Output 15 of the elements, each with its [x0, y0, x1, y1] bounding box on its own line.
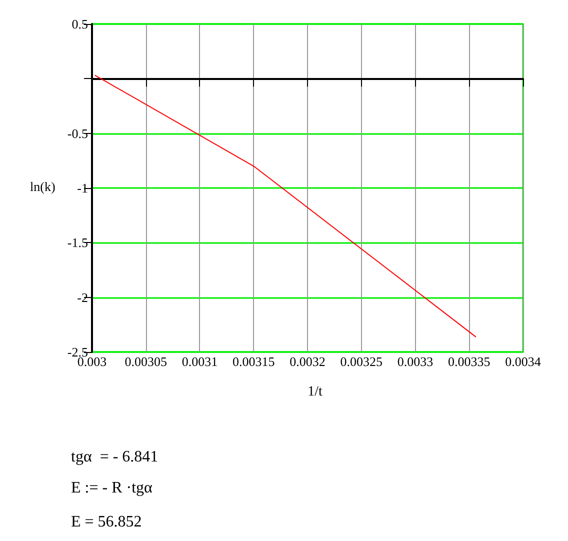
x-tick-label: 0.00335 [448, 354, 490, 369]
x-tick-label: 0.00305 [124, 354, 167, 369]
x-tick-label: 0.0033 [397, 354, 434, 369]
x-tick-label: 0.00315 [232, 354, 275, 369]
x-tick-label: 0.00325 [340, 354, 382, 369]
x-tick-label: 0.0031 [182, 354, 218, 369]
y-axis-title: ln(k) [30, 179, 56, 194]
text: E = 56.852 [71, 514, 142, 530]
y-tick-label: -0.5 [67, 126, 88, 141]
x-axis-title: 1/t [308, 384, 322, 400]
y-tick-label: 0.5 [72, 16, 88, 32]
text: tgα = - 6.841 [71, 448, 158, 466]
text: E := - R ·tgα [71, 480, 154, 496]
x-tick-label: 0.0032 [290, 354, 326, 369]
x-tick-label: 0.0034 [505, 354, 542, 369]
